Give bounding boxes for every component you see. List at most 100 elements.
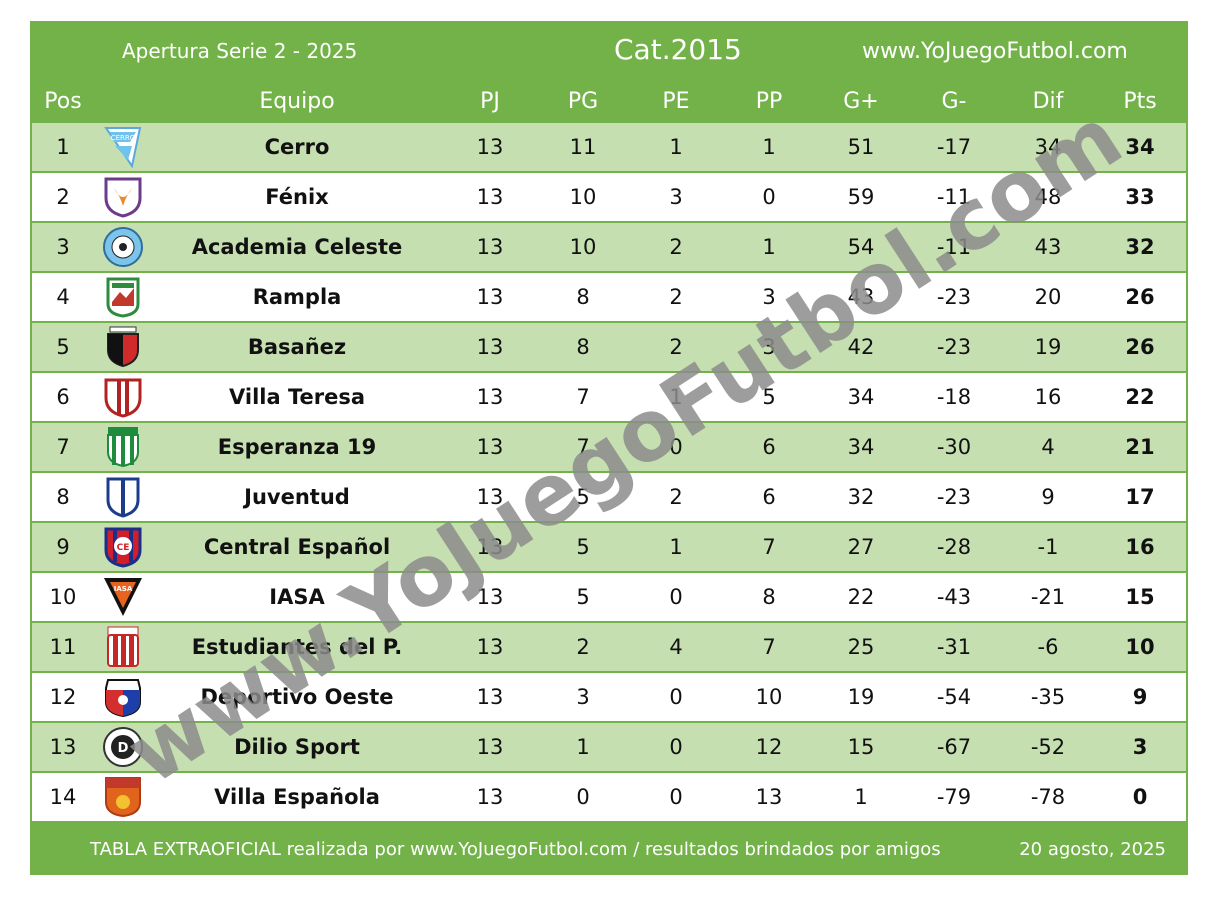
cell-pos: 9 [56,535,70,559]
cell-pts: 32 [1125,235,1155,259]
cell-pg: 5 [576,485,590,509]
cell-pj: 13 [476,185,504,209]
cell-dif: 9 [1041,485,1055,509]
cell-dif: 20 [1034,285,1062,309]
villa-espanola-crest [102,776,144,818]
cell-gf: 51 [847,135,875,159]
cell-pos: 10 [49,585,77,609]
cell-pp: 13 [755,785,783,809]
table-row: Rampla 4 13 8 2 3 43 -23 20 26 [32,273,1186,321]
cell-team: Juventud [244,485,350,509]
column-headers: Pos Equipo PJ PG PE PP G+ G- Dif Pts [30,85,1188,123]
cell-gc: -23 [936,485,972,509]
cell-pe: 0 [669,685,683,709]
col-dif: Dif [1032,89,1064,114]
table-row: D Dilio Sport 13 13 1 0 12 15 -67 -52 3 [32,723,1186,771]
cell-pos: 6 [56,385,70,409]
col-pe: PE [662,89,690,114]
col-pg: PG [567,89,599,114]
cell-pj: 13 [476,285,504,309]
cell-dif: -35 [1030,685,1066,709]
cell-pp: 1 [762,135,776,159]
col-pts: Pts [1123,89,1157,114]
cell-team: Cerro [264,135,330,159]
table-row: IASA IASA 10 13 5 0 8 22 -43 -21 15 [32,573,1186,621]
cell-pj: 13 [476,535,504,559]
cell-pts: 22 [1125,385,1155,409]
cell-pp: 7 [762,535,776,559]
cell-gf: 42 [847,335,875,359]
cell-pg: 5 [576,535,590,559]
cell-team: Rampla [252,285,342,309]
table-row: Villa Teresa 6 13 7 1 5 34 -18 16 22 [32,373,1186,421]
cell-dif: 4 [1041,435,1055,459]
cell-pj: 13 [476,485,504,509]
cell-pe: 1 [669,535,683,559]
academia-celeste-crest [102,226,144,268]
cell-gf: 1 [854,785,868,809]
cell-pos: 2 [56,185,70,209]
cell-pj: 13 [476,685,504,709]
cell-dif: 43 [1034,235,1062,259]
cell-pe: 1 [669,385,683,409]
esperanza-19-crest [102,426,144,468]
cell-gc: -11 [936,235,972,259]
cell-pg: 5 [576,585,590,609]
cell-pp: 3 [762,335,776,359]
cell-pos: 8 [56,485,70,509]
table-row: Juventud 8 13 5 2 6 32 -23 9 17 [32,473,1186,521]
cell-pts: 16 [1125,535,1155,559]
cell-pos: 14 [49,785,77,809]
cell-pj: 13 [476,435,504,459]
cell-pos: 3 [56,235,70,259]
table-row: CERRO Cerro 1 13 11 1 1 51 -17 34 34 [32,123,1186,171]
cell-dif: -52 [1030,735,1066,759]
cell-pg: 7 [576,385,590,409]
cell-pts: 15 [1125,585,1155,609]
cell-team: Fénix [265,185,329,209]
cell-gc: -23 [936,285,972,309]
standings-table: Apertura Serie 2 - 2025 Cat.2015 www.YoJ… [30,21,1188,875]
cell-team: Deportivo Oeste [200,685,394,709]
table-row: Basañez 5 13 8 2 3 42 -23 19 26 [32,323,1186,371]
cell-team: Central Español [203,535,391,559]
cell-gf: 54 [847,235,875,259]
col-gf: G+ [843,89,879,114]
cell-pg: 2 [576,635,590,659]
table-row: Academia Celeste 3 13 10 2 1 54 -11 43 32 [32,223,1186,271]
cell-gf: 34 [847,435,875,459]
estudiantes-crest [102,626,144,668]
cell-pts: 0 [1132,785,1148,809]
cell-pg: 10 [569,185,597,209]
col-gc: G- [941,89,967,114]
cell-gc: -79 [936,785,972,809]
cell-gf: 22 [847,585,875,609]
cell-dif: -1 [1037,535,1059,559]
svg-text:D: D [118,741,129,756]
cell-pg: 8 [576,285,590,309]
cell-gc: -31 [936,635,972,659]
cell-pts: 26 [1125,285,1155,309]
cell-pts: 9 [1132,685,1148,709]
cell-pe: 0 [669,435,683,459]
cell-pos: 4 [56,285,70,309]
cell-pg: 0 [576,785,590,809]
cell-dif: -78 [1030,785,1066,809]
cell-gc: -54 [936,685,972,709]
cell-pe: 0 [669,735,683,759]
fenix-crest [102,176,144,218]
central-espanol-crest: CE [102,526,144,568]
cell-pts: 10 [1125,635,1155,659]
cell-gc: -23 [936,335,972,359]
cell-pe: 4 [669,635,683,659]
cell-pg: 8 [576,335,590,359]
cell-team: Basañez [247,335,347,359]
cell-pp: 10 [755,685,783,709]
cerro-crest: CERRO [102,126,144,169]
cell-gf: 27 [847,535,875,559]
cell-gc: -30 [936,435,972,459]
cell-dif: -6 [1037,635,1059,659]
cell-pp: 12 [755,735,783,759]
cell-pj: 13 [476,635,504,659]
cell-dif: 34 [1034,135,1062,159]
